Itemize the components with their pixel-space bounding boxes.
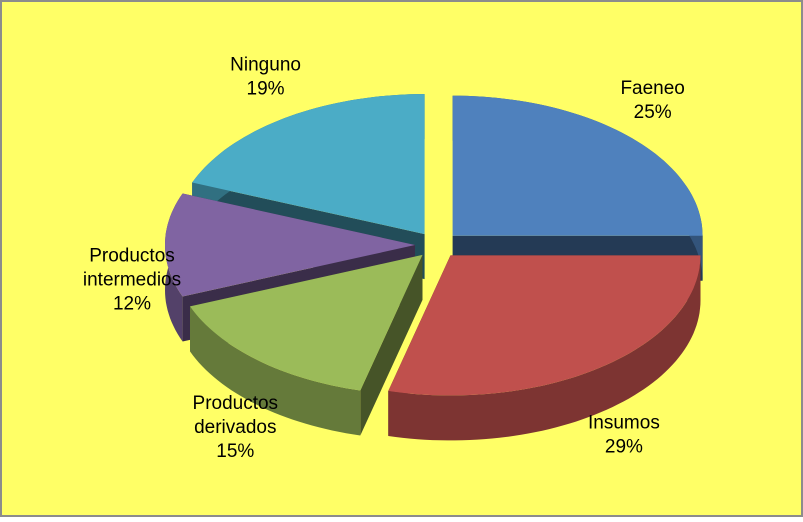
data-label-value: 12%: [113, 294, 151, 315]
data-label: Ninguno: [230, 55, 301, 76]
data-label: Insumos: [588, 413, 660, 434]
data-label-value: 25%: [634, 102, 672, 123]
slice-top: [452, 95, 703, 236]
data-label-value: 29%: [605, 437, 643, 458]
slice-edge: [190, 306, 361, 436]
data-label-value: 19%: [247, 79, 285, 100]
data-label: Productos intermedios: [83, 246, 181, 291]
slice-top: [165, 193, 415, 297]
data-label: Productos derivados: [193, 393, 279, 438]
slice-top: [192, 94, 425, 235]
pie-slice: [190, 254, 423, 436]
slice-edge: [388, 255, 701, 441]
pie-slice: [388, 255, 701, 441]
data-label: Faeneo: [620, 78, 684, 99]
slice-top: [190, 254, 423, 391]
data-label-value: 15%: [216, 441, 254, 462]
slice-top: [388, 255, 701, 396]
